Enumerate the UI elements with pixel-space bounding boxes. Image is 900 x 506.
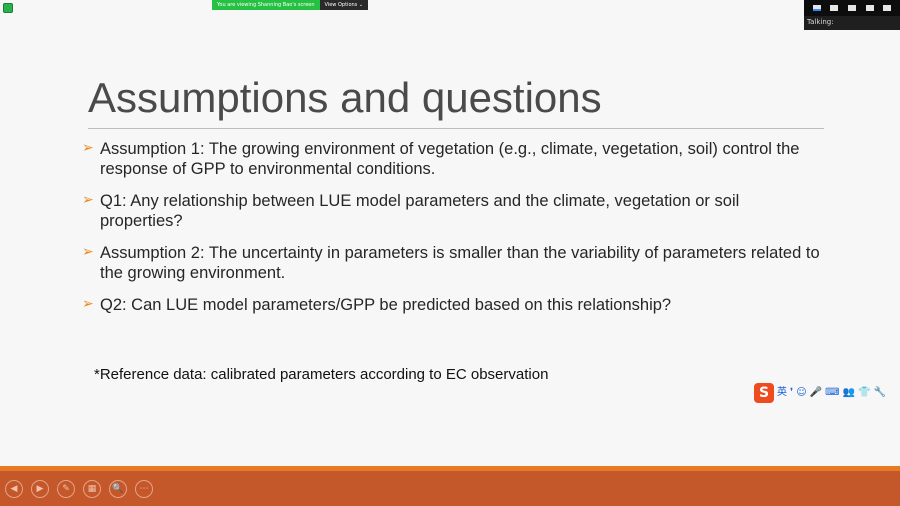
- slideshow-controls: ◀ ▶ ✎ ▦ 🔍 ⋯: [0, 471, 900, 506]
- ime-toolbar: S 英 ❜ ☺ 🎤 ⌨ 👥 👕 🔧: [754, 383, 900, 403]
- all-slides-icon[interactable]: ▦: [83, 479, 101, 498]
- arrow-bullet-icon: ➢: [82, 296, 94, 312]
- view-options-label: View Options: [324, 2, 358, 8]
- slide-title: Assumptions and questions: [88, 74, 602, 121]
- skin-icon[interactable]: 👕: [858, 387, 871, 398]
- language-mode[interactable]: 英: [777, 387, 787, 398]
- security-shield-icon[interactable]: [3, 3, 13, 13]
- bullet-q2: ➢ Q2: Can LUE model parameters/GPP be pr…: [82, 295, 822, 315]
- view-layout-icons: [804, 0, 900, 16]
- bullet-assumption-2: ➢ Assumption 2: The uncertainty in param…: [82, 243, 822, 283]
- title-divider: [88, 128, 824, 129]
- emoji-icon[interactable]: ☺: [796, 387, 807, 398]
- grid-view-icon[interactable]: [865, 5, 874, 11]
- pen-icon[interactable]: ✎: [57, 479, 75, 498]
- keyboard-icon[interactable]: ⌨: [825, 387, 840, 398]
- next-slide-icon[interactable]: ▶: [31, 479, 49, 498]
- gallery-view-icon[interactable]: [847, 5, 856, 11]
- bottom-accent-stripe: [0, 466, 900, 471]
- bullet-text: Q2: Can LUE model parameters/GPP be pred…: [100, 296, 672, 314]
- viewing-notice: You are viewing Shanning Bao's screen: [212, 0, 320, 10]
- zoom-icon[interactable]: 🔍: [109, 479, 127, 498]
- bullet-text: Assumption 2: The uncertainty in paramet…: [100, 244, 820, 282]
- arrow-bullet-icon: ➢: [82, 244, 94, 260]
- screen-share-banner: You are viewing Shanning Bao's screen Vi…: [212, 0, 369, 10]
- settings-wrench-icon[interactable]: 🔧: [873, 387, 886, 398]
- reference-note: *Reference data: calibrated parameters a…: [94, 366, 549, 383]
- microphone-icon[interactable]: 🎤: [809, 387, 823, 398]
- sogou-logo-icon[interactable]: S: [754, 383, 774, 403]
- bullet-assumption-1: ➢ Assumption 1: The growing environment …: [82, 139, 822, 179]
- talking-label: Talking:: [807, 18, 834, 26]
- bullet-list: ➢ Assumption 1: The growing environment …: [82, 139, 822, 327]
- side-by-side-icon[interactable]: [883, 5, 892, 11]
- talking-panel: Talking:: [804, 0, 900, 30]
- bullet-text: Q1: Any relationship between LUE model p…: [100, 192, 740, 230]
- speaker-view-icon[interactable]: [812, 5, 821, 11]
- previous-slide-icon[interactable]: ◀: [5, 479, 23, 498]
- view-options-button[interactable]: View Options ⌄: [319, 0, 369, 10]
- arrow-bullet-icon: ➢: [82, 140, 94, 156]
- thumbnail-view-icon[interactable]: [830, 5, 839, 11]
- users-icon[interactable]: 👥: [842, 387, 856, 398]
- arrow-bullet-icon: ➢: [82, 192, 94, 208]
- bullet-text: Assumption 1: The growing environment of…: [100, 140, 800, 178]
- punctuation-icon[interactable]: ❜: [790, 387, 794, 398]
- more-options-icon[interactable]: ⋯: [135, 479, 153, 498]
- bullet-q1: ➢ Q1: Any relationship between LUE model…: [82, 191, 822, 231]
